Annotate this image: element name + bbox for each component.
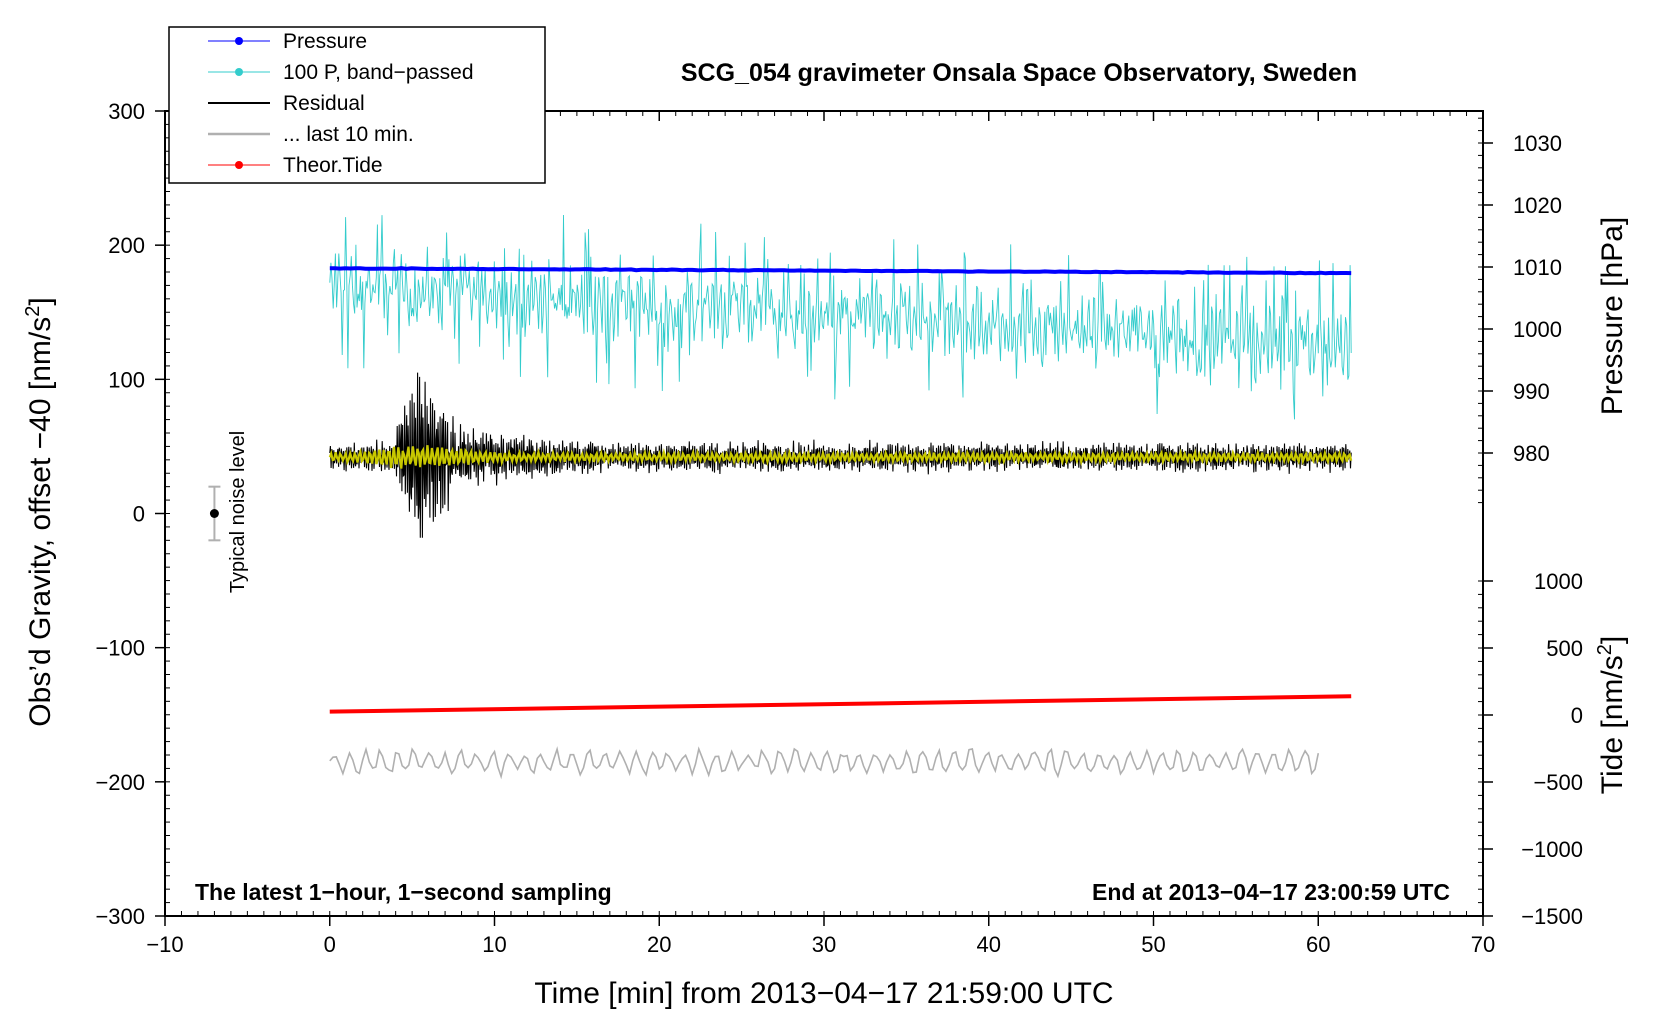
- x-tick-label: 30: [812, 932, 836, 957]
- legend-label: 100 P, band−passed: [283, 61, 474, 84]
- x-tick-label: 40: [977, 932, 1001, 957]
- x-tick-label: 0: [324, 932, 336, 957]
- legend: Pressure 100 P, band−passed Residual ... la…: [168, 26, 546, 184]
- series-bandpassed-pressure: [329, 214, 1352, 420]
- series-last-10-min: [329, 746, 1320, 780]
- x-tick-label: 70: [1471, 932, 1495, 957]
- x-tick-label: 10: [482, 932, 506, 957]
- pressure-tick-label: 990: [1513, 379, 1550, 404]
- tide-tick-labels: 1000 500 0 −500 −1000 −1500: [1521, 569, 1583, 929]
- y-tick-label: −100: [95, 636, 145, 661]
- pressure-tick-label: 1020: [1513, 193, 1562, 218]
- tide-tick-label: 0: [1571, 703, 1583, 728]
- noise-level-indicator: [208, 485, 221, 542]
- tide-tick-label: −500: [1533, 770, 1583, 795]
- y-axis-title-left: Obs’d Gravity, offset −40 [nm/s2]: [22, 297, 57, 726]
- y-tick-label: 100: [108, 367, 145, 392]
- tide-tick-label: −1000: [1521, 837, 1583, 862]
- x-tick-label: 20: [647, 932, 671, 957]
- y-tick-label: −200: [95, 770, 145, 795]
- pressure-tick-label: 980: [1513, 441, 1550, 466]
- y-tick-label: 200: [108, 233, 145, 258]
- x-tick-label: 60: [1306, 932, 1330, 957]
- tide-tick-label: 500: [1546, 636, 1583, 661]
- series-layer: [328, 214, 1353, 780]
- legend-box: [168, 26, 546, 184]
- x-axis-title: Time [min] from 2013−04−17 21:59:00 UTC: [534, 977, 1113, 1010]
- x-tick-label: −10: [146, 932, 183, 957]
- legend-label: Pressure: [283, 30, 367, 53]
- legend-label: Residual: [283, 92, 365, 115]
- y-left-tick-labels: 300 200 100 0 −100 −200 −300: [95, 99, 145, 929]
- legend-label: Theor.Tide: [283, 154, 383, 177]
- y-tick-label: 300: [108, 99, 145, 124]
- annotation-end-time: End at 2013−04−17 23:00:59 UTC: [1092, 879, 1450, 905]
- tide-tick-label: 1000: [1534, 569, 1583, 594]
- series-residual-smoothed: [328, 445, 1353, 469]
- pressure-tick-label: 1010: [1513, 255, 1562, 280]
- y-tick-label: −300: [95, 904, 145, 929]
- y-tick-label: 0: [133, 502, 145, 527]
- series-theoretical-tide: [329, 694, 1352, 714]
- noise-level-label: Typical noise level: [227, 431, 249, 593]
- legend-swatch-marker: [235, 37, 243, 45]
- legend-swatch-marker: [235, 68, 243, 76]
- legend-swatch-marker: [235, 161, 243, 169]
- annotation-sampling: The latest 1−hour, 1−second sampling: [195, 879, 612, 905]
- pressure-tick-labels: 1030 1020 1010 1000 990 980: [1513, 131, 1562, 466]
- x-tick-label: 50: [1141, 932, 1165, 957]
- tide-tick-label: −1500: [1521, 904, 1583, 929]
- pressure-tick-label: 1030: [1513, 131, 1562, 156]
- y-axis-title-pressure: Pressure [hPa]: [1596, 217, 1629, 415]
- plot-frame: [164, 110, 1484, 917]
- legend-label: ... last 10 min.: [283, 123, 414, 146]
- major-ticks: [155, 110, 1493, 926]
- x-tick-labels: −10 0 10 20 30 40 50 60 70: [146, 932, 1495, 957]
- minor-ticks: [164, 110, 1484, 917]
- pressure-tick-label: 1000: [1513, 317, 1562, 342]
- chart-title: SCG_054 gravimeter Onsala Space Observat…: [681, 59, 1357, 87]
- series-pressure: [329, 266, 1352, 276]
- y-axis-title-tide: Tide [nm/s2]: [1594, 636, 1629, 794]
- noise-center-dot: [209, 509, 219, 518]
